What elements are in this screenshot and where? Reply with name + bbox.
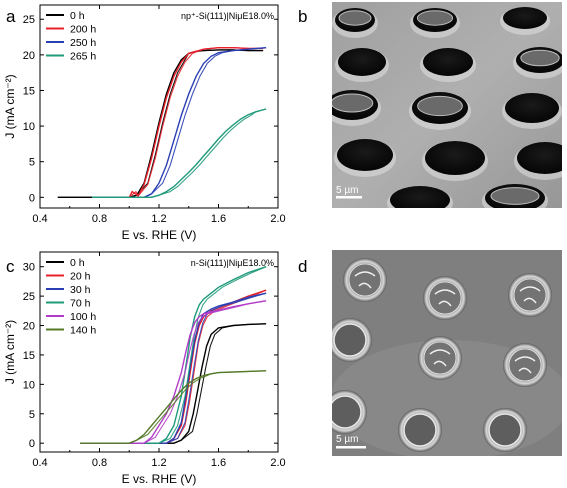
- sem-b-catalyst-disc: [338, 10, 372, 26]
- panel-letter-a: a: [6, 7, 16, 26]
- chart-c-legend-label-0: 0 h: [70, 257, 85, 269]
- chart-a-x-tick-label: 0.4: [32, 213, 47, 225]
- chart-a: 0.4 0.8 1.2 1.6 2.0 0 5 10 15 20 25 E vs. RHE (V) J …: [3, 4, 286, 242]
- sem-b-catalyst-disc: [490, 187, 540, 205]
- chart-a-y-tick-label: 5: [29, 157, 35, 169]
- chart-a-series-line-1: [92, 47, 264, 198]
- scale-bar-d: [336, 446, 366, 449]
- chart-a-annotation: np⁺-Si(111)|NiμE18.0%: [181, 11, 274, 21]
- sem-image-d: 5 µm: [332, 250, 562, 456]
- chart-c-series-return-2: [80, 292, 267, 444]
- chart-c-series-line-4: [80, 300, 267, 444]
- chart-a-y-axis-label: J (mA cm⁻²): [3, 74, 17, 138]
- sem-d-crack: [429, 349, 451, 367]
- chart-c-legend-label-4: 100 h: [70, 311, 96, 323]
- chart-c-y-axis-label: J (mA cm⁻²): [3, 320, 17, 384]
- sem-b-hole: [390, 186, 450, 208]
- sem-d-hole-center: [423, 341, 457, 375]
- sem-b-catalyst-disc: [416, 10, 454, 26]
- chart-c-series-line-0: [80, 323, 267, 444]
- chart-a-y-tick-label: 0: [29, 192, 35, 204]
- chart-a-y-tick-label: 25: [23, 14, 35, 26]
- sem-d-crack: [519, 286, 541, 304]
- chart-a-series-return-1: [92, 47, 264, 198]
- sem-b-catalyst-disc: [520, 49, 560, 67]
- chart-a-series-line-3: [92, 108, 267, 198]
- sem-d-hole-center: [332, 395, 362, 429]
- sem-d-crack: [354, 271, 376, 289]
- chart-c-series-return-1: [80, 289, 267, 444]
- chart-c-series-line-2: [80, 292, 267, 444]
- chart-c-series-return-3: [80, 266, 267, 444]
- scale-bar-label-b: 5 µm: [336, 185, 358, 196]
- chart-a-y-tick-label: 15: [23, 85, 35, 97]
- panel-letter-d: d: [298, 257, 307, 276]
- chart-c-y-tick-label: 10: [23, 379, 35, 391]
- sem-b-catalyst-disc: [332, 93, 374, 113]
- chart-a-x-tick-label: 1.2: [151, 213, 166, 225]
- panel-letter-c: c: [6, 257, 15, 276]
- scale-bar-b: [336, 196, 362, 199]
- chart-c-x-tick-label: 1.2: [151, 457, 166, 469]
- sem-d-hole-center: [428, 281, 462, 315]
- chart-c-annotation: n-Si(111)|NiμE18.0%: [191, 258, 274, 268]
- sem-d-crack: [514, 356, 536, 374]
- chart-c-series-return-0: [80, 323, 267, 444]
- chart-c-x-axis-label: E vs. RHE (V): [122, 472, 197, 486]
- chart-a-x-tick-label: 1.6: [211, 213, 226, 225]
- chart-a-series-line-0: [57, 49, 264, 198]
- chart-c-legend-label-5: 140 h: [70, 325, 96, 337]
- chart-a-legend-label-0: 0 h: [70, 10, 85, 22]
- chart-c-legend-label-3: 70 h: [70, 298, 91, 310]
- chart-a-y-tick-label: 20: [23, 50, 35, 62]
- chart-c-legend-label-1: 20 h: [70, 271, 91, 283]
- chart-a-legend-label-1: 200 h: [70, 24, 96, 36]
- sem-b-hole: [337, 139, 393, 171]
- chart-c-x-tick-label: 0.8: [92, 457, 107, 469]
- sem-b-hole: [517, 142, 562, 174]
- sem-d-hole-center: [333, 323, 367, 357]
- chart-c-y-tick-label: 0: [29, 438, 35, 450]
- chart-c-y-tick-label: 30: [23, 262, 35, 274]
- chart-c-x-tick-label: 1.6: [211, 457, 226, 469]
- chart-c-x-tick-label: 2.0: [270, 457, 285, 469]
- chart-c-series-line-1: [80, 289, 267, 444]
- chart-a-series-return-0: [57, 49, 264, 198]
- sem-d-hole-center: [403, 413, 437, 447]
- chart-c-y-tick-label: 25: [23, 291, 35, 303]
- sem-d-hole-center: [488, 413, 522, 447]
- chart-c-series-line-3: [80, 266, 267, 444]
- chart-c-series-return-5: [80, 370, 267, 444]
- chart-c-y-tick-label: 5: [29, 409, 35, 421]
- sem-b-hole: [505, 93, 559, 123]
- chart-c: 0.4 0.8 1.2 1.6 2.0 0 5 10 15 20 25 30 E vs. RHE (V)…: [3, 251, 286, 486]
- sem-d-hole-center: [508, 348, 542, 382]
- sem-d-hole-center: [513, 278, 547, 312]
- chart-c-y-tick-label: 20: [23, 321, 35, 333]
- chart-a-legend-label-2: 250 h: [70, 37, 96, 49]
- chart-a-x-tick-label: 0.8: [92, 213, 107, 225]
- chart-a-legend-label-3: 265 h: [70, 51, 96, 63]
- sem-b-hole: [425, 141, 485, 175]
- sem-b-hole: [423, 48, 473, 76]
- chart-a-x-axis-label: E vs. RHE (V): [122, 228, 197, 242]
- sem-d-hole-center: [348, 263, 382, 297]
- chart-c-y-tick-label: 15: [23, 350, 35, 362]
- sem-d-crack: [434, 289, 456, 307]
- chart-a-x-tick-label: 2.0: [270, 213, 285, 225]
- chart-c-series-return-4: [80, 300, 267, 444]
- sem-b-hole: [503, 7, 547, 29]
- chart-c-legend-label-2: 30 h: [70, 284, 91, 296]
- chart-a-y-tick-label: 10: [23, 121, 35, 133]
- chart-a-series-return-2: [92, 47, 267, 198]
- panel-letter-b: b: [298, 7, 307, 26]
- chart-a-series-return-3: [92, 108, 267, 198]
- sem-b-hole: [338, 48, 386, 76]
- sem-b-catalyst-disc: [417, 95, 463, 117]
- sem-image-b: 5 µm: [332, 2, 562, 208]
- chart-c-x-tick-label: 0.4: [32, 457, 47, 469]
- scale-bar-label-d: 5 µm: [336, 434, 358, 445]
